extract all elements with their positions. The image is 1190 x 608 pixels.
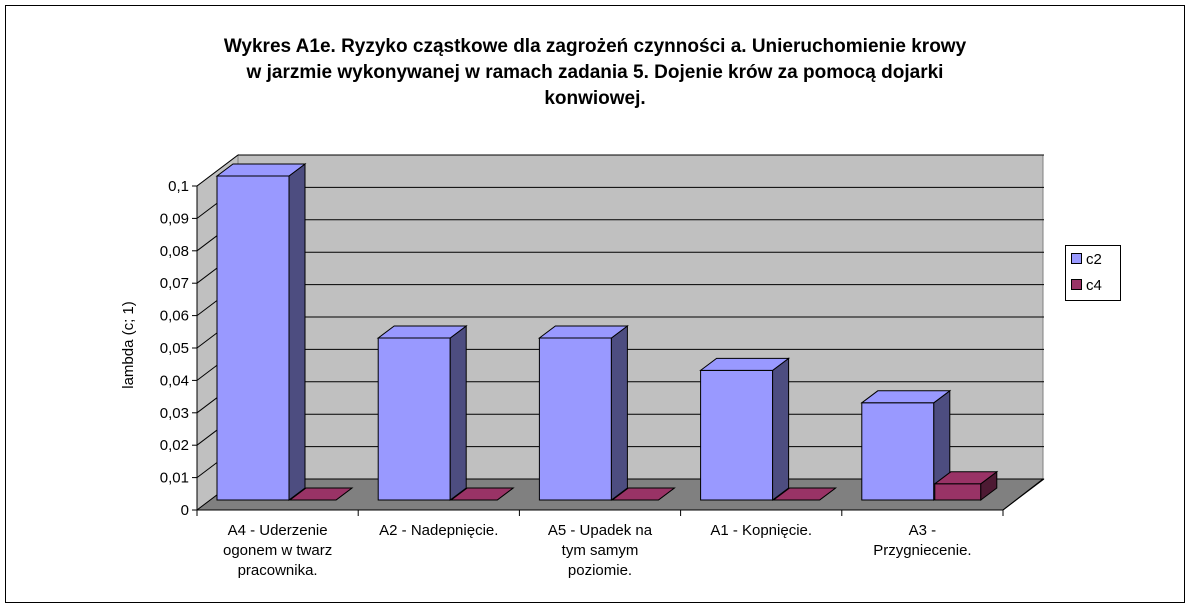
- y-tick-label: 0,02: [160, 437, 189, 454]
- bar-top: [288, 487, 354, 501]
- legend-label: c4: [1086, 277, 1102, 294]
- chart-title: Wykres A1e. Ryzyko cząstkowe dla zagroże…: [223, 36, 967, 109]
- bar-side: [772, 357, 790, 501]
- y-tick-label: 0,08: [160, 243, 189, 260]
- bar-front: [934, 483, 982, 501]
- y-axis-label: lambda (c; 1): [120, 301, 137, 389]
- bar: [215, 163, 307, 501]
- bar-front: [700, 369, 774, 501]
- bar-top: [772, 487, 838, 501]
- bar-top: [610, 487, 676, 501]
- y-tick-label: 0,05: [160, 340, 189, 357]
- legend-swatch: [1071, 253, 1082, 264]
- grid-line: [196, 154, 239, 187]
- y-tick-label: 0,04: [160, 372, 189, 389]
- bar-top: [933, 471, 999, 485]
- bar-top: [537, 325, 629, 339]
- bar: [699, 357, 791, 501]
- y-tick-label: 0,03: [160, 405, 189, 422]
- bar-front: [538, 337, 612, 501]
- bar: [288, 487, 354, 501]
- bar: [449, 487, 515, 501]
- bar: [376, 325, 468, 501]
- y-tick-label: 0,09: [160, 210, 189, 227]
- bar-side: [610, 325, 628, 501]
- legend-swatch: [1071, 279, 1082, 290]
- bar: [933, 470, 999, 501]
- x-axis: [1002, 478, 1045, 511]
- y-tick-label: 0,01: [160, 470, 189, 487]
- x-tick-label: A1 - Kopnięcie.: [710, 522, 813, 539]
- bar-top: [699, 357, 791, 371]
- x-tick-label: A4 - Uderzenie ogonem w twarz pracownika…: [222, 522, 333, 579]
- bar-top: [449, 487, 515, 501]
- y-tick-label: 0,1: [168, 178, 189, 195]
- bar-top: [376, 325, 468, 339]
- bar-top: [860, 390, 952, 404]
- bar-front: [377, 337, 451, 501]
- bar-front: [216, 175, 290, 501]
- x-tick-label: A5 - Upadek na tym samym poziomie.: [547, 522, 653, 579]
- x-tick-label: A3 - Przygniecenie.: [873, 522, 972, 559]
- x-tick-label: A2 - Nadepnięcie.: [379, 522, 499, 539]
- bar: [537, 325, 629, 501]
- y-tick-label: 0: [181, 502, 189, 519]
- bar: [610, 487, 676, 501]
- bar-side: [288, 163, 306, 501]
- legend-label: c2: [1086, 251, 1102, 268]
- bar-top: [215, 163, 307, 177]
- bar-side: [449, 325, 467, 501]
- y-tick-label: 0,06: [160, 308, 189, 325]
- y-tick-label: 0,07: [160, 275, 189, 292]
- bar: [860, 389, 952, 501]
- bar-front: [861, 402, 935, 501]
- bar: [772, 487, 838, 501]
